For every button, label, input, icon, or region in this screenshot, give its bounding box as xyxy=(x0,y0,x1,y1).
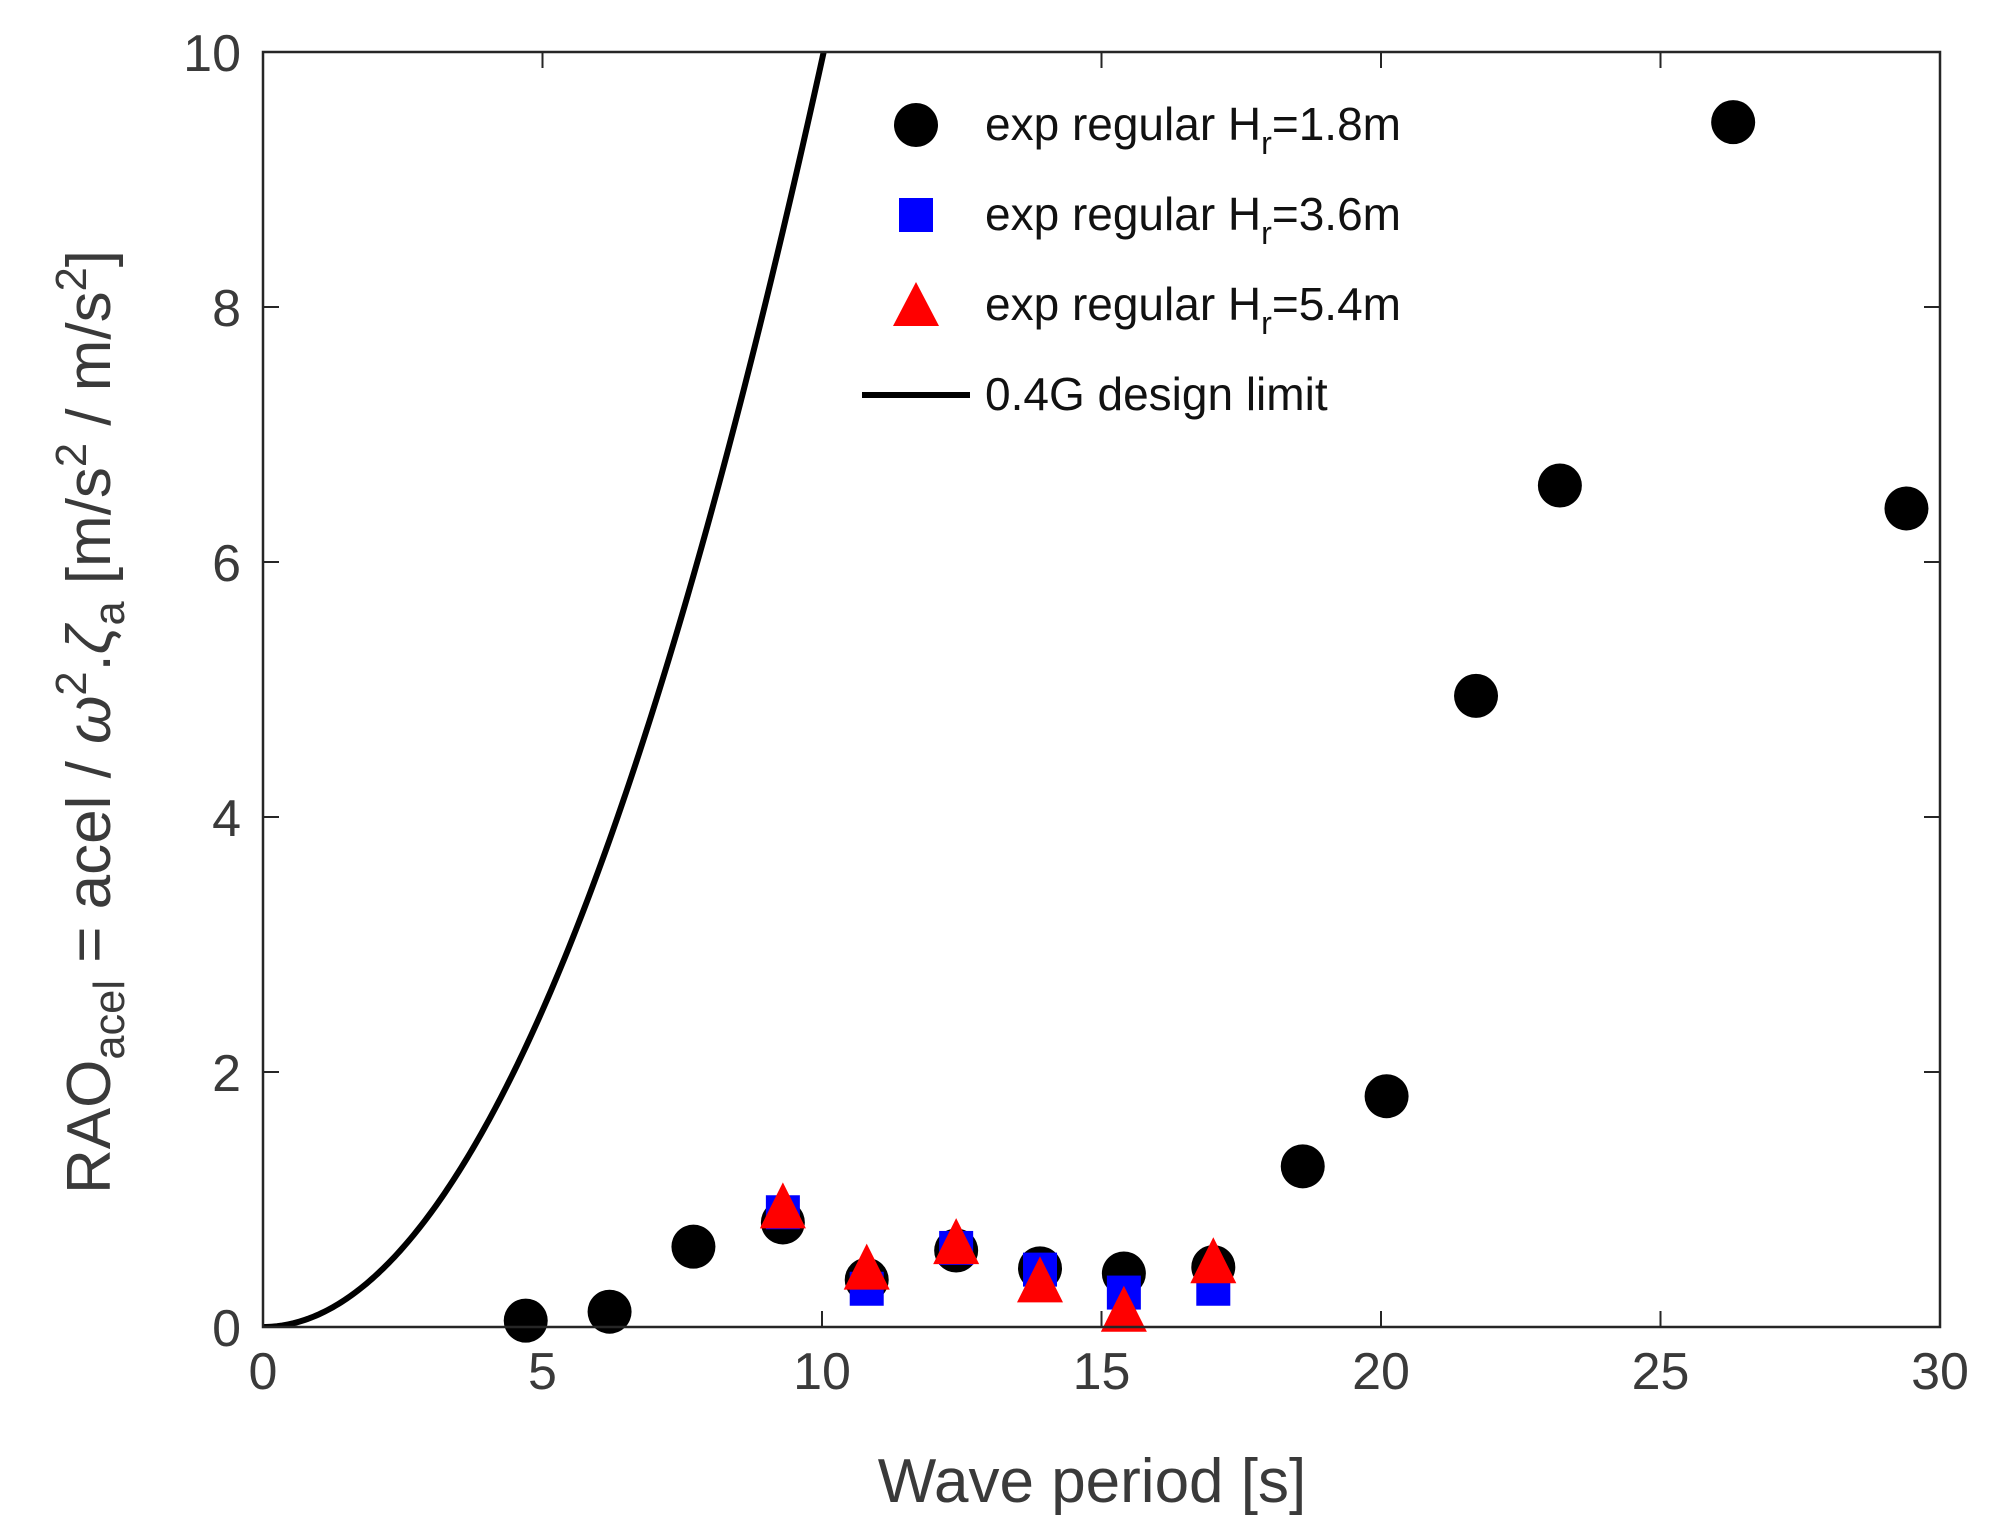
point-triangle xyxy=(933,1218,980,1265)
point-circle xyxy=(587,1289,632,1334)
y-tick-label: 8 xyxy=(212,280,241,338)
legend: exp regular Hr=1.8m exp regular Hr=3.6m … xyxy=(862,98,1401,420)
y-tick-label: 6 xyxy=(212,535,241,593)
data-marks xyxy=(263,52,1929,1343)
x-tick-label: 15 xyxy=(1073,1343,1131,1401)
legend-marker-triangle xyxy=(893,282,939,326)
point-triangle xyxy=(1100,1285,1147,1332)
axes-frame xyxy=(261,50,1942,1329)
x-tick-label: 10 xyxy=(793,1343,851,1401)
y-axis-label: RAOacel = acel / ω2.ζa [m/s2 / m/s2] xyxy=(48,250,134,1194)
point-triangle xyxy=(1017,1256,1064,1303)
y-tick-label: 0 xyxy=(212,1300,241,1358)
y-tick-label: 4 xyxy=(212,790,241,848)
point-circle xyxy=(671,1224,716,1269)
point-triangle xyxy=(843,1243,890,1290)
point-circle xyxy=(1537,463,1582,508)
legend-label-4: 0.4G design limit xyxy=(985,368,1328,420)
point-circle xyxy=(1364,1074,1409,1119)
legend-label-2: exp regular Hr=3.6m xyxy=(985,188,1401,251)
y-tick-label: 10 xyxy=(183,25,241,83)
y-tick-label: 2 xyxy=(212,1045,241,1103)
point-triangle xyxy=(759,1182,806,1229)
point-circle xyxy=(1280,1144,1325,1189)
point-circle xyxy=(503,1298,548,1343)
plot-area xyxy=(263,52,1940,1327)
x-tick-label: 25 xyxy=(1632,1343,1690,1401)
x-tick-label: 20 xyxy=(1352,1343,1410,1401)
ticks: 0 5 10 15 20 25 30 0 2 4 6 8 10 xyxy=(183,25,1969,1401)
legend-label-3: exp regular Hr=5.4m xyxy=(985,278,1401,341)
x-tick-label: 30 xyxy=(1911,1343,1969,1401)
legend-marker-square xyxy=(899,198,933,232)
x-axis-label: Wave period [s] xyxy=(878,1447,1306,1516)
x-tick-label: 0 xyxy=(249,1343,278,1401)
x-tick-label: 5 xyxy=(528,1343,557,1401)
point-triangle xyxy=(1190,1237,1237,1284)
point-circle xyxy=(1711,100,1756,145)
point-circle xyxy=(1884,486,1929,531)
plot-background xyxy=(263,52,1940,1327)
legend-marker-circle xyxy=(894,103,938,147)
design-limit-line xyxy=(263,52,827,1327)
axes-box xyxy=(261,50,1942,1329)
legend-label-1: exp regular Hr=1.8m xyxy=(985,98,1401,161)
point-circle xyxy=(1454,673,1499,718)
